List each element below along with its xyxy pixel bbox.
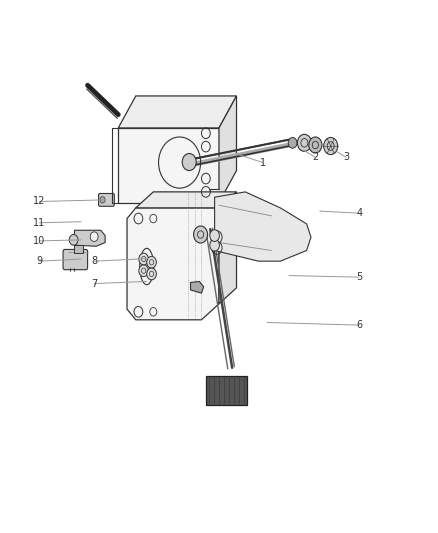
Polygon shape: [118, 96, 237, 128]
FancyBboxPatch shape: [99, 193, 114, 206]
Circle shape: [309, 137, 322, 153]
Polygon shape: [324, 146, 331, 154]
Text: 7: 7: [91, 279, 97, 288]
Circle shape: [182, 154, 196, 171]
Circle shape: [210, 230, 219, 241]
Circle shape: [210, 239, 219, 251]
Text: 9: 9: [36, 256, 42, 266]
Polygon shape: [327, 139, 334, 146]
Text: 8: 8: [91, 256, 97, 266]
Text: 1: 1: [260, 158, 266, 167]
Polygon shape: [215, 192, 311, 261]
Circle shape: [297, 134, 311, 151]
Circle shape: [90, 232, 98, 241]
Circle shape: [69, 235, 78, 245]
Circle shape: [139, 253, 148, 265]
Polygon shape: [74, 230, 105, 246]
Text: 6: 6: [356, 320, 362, 330]
Circle shape: [147, 256, 156, 268]
Polygon shape: [206, 376, 247, 405]
Polygon shape: [74, 245, 83, 253]
Polygon shape: [127, 208, 219, 320]
Polygon shape: [331, 139, 338, 146]
Circle shape: [147, 268, 156, 280]
Text: 10: 10: [33, 236, 46, 246]
Circle shape: [139, 265, 148, 277]
Polygon shape: [219, 96, 237, 203]
Text: 4: 4: [356, 208, 362, 218]
Circle shape: [194, 226, 208, 243]
FancyBboxPatch shape: [63, 249, 88, 270]
Polygon shape: [191, 281, 204, 293]
Text: 11: 11: [33, 218, 46, 228]
Polygon shape: [118, 128, 219, 203]
Circle shape: [288, 138, 297, 148]
Polygon shape: [324, 139, 331, 146]
Text: 3: 3: [343, 152, 349, 162]
Circle shape: [100, 197, 105, 203]
Text: 2: 2: [312, 152, 318, 162]
Polygon shape: [210, 189, 219, 203]
Polygon shape: [327, 146, 334, 154]
Polygon shape: [136, 192, 237, 208]
Polygon shape: [331, 146, 338, 154]
Text: 5: 5: [356, 272, 362, 282]
Polygon shape: [219, 192, 237, 304]
Text: 12: 12: [33, 197, 46, 206]
